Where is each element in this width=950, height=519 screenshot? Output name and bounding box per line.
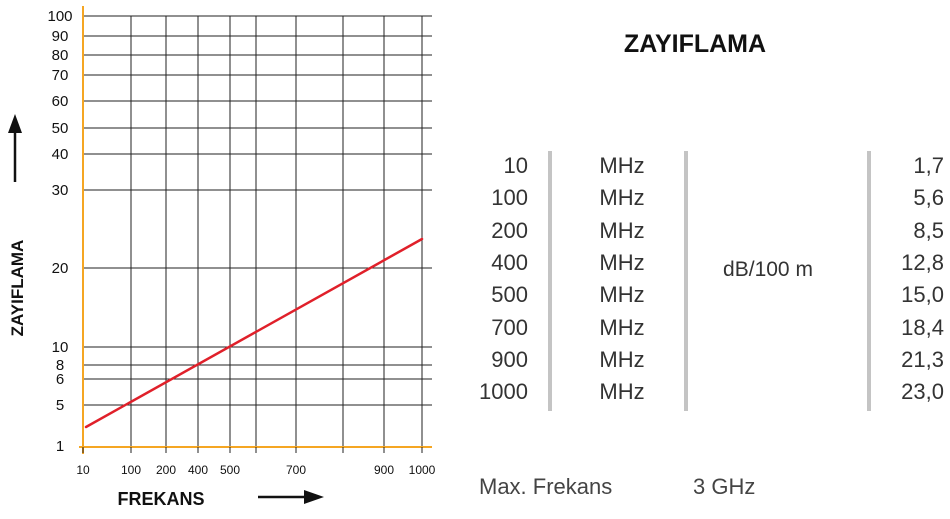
- table-cell-att: 15,0: [901, 282, 944, 308]
- x-tick-label: 10: [76, 463, 90, 477]
- table-cell-unit: MHz: [599, 379, 645, 405]
- max-frequency-value: 3 GHz: [693, 474, 756, 499]
- x-tick-label: 200: [156, 463, 176, 477]
- table-cell-att: 1,7: [913, 153, 944, 178]
- table-cell-freq: 1000: [479, 379, 528, 405]
- x-tick-label: 500: [220, 463, 240, 477]
- chart-grid: [83, 15, 432, 446]
- max-frequency-label: Max. Frekans: [479, 474, 613, 499]
- table-cell-att: 21,3: [901, 346, 944, 372]
- table-cell-unit: MHz: [599, 249, 645, 275]
- y-axis-arrow-icon: [8, 114, 22, 182]
- y-tick-label: 60: [52, 93, 69, 110]
- table-cell-unit: MHz: [599, 282, 645, 308]
- chart-axes: [79, 6, 432, 454]
- table-divider-2: [684, 151, 688, 411]
- table-cell-unit: MHz: [599, 314, 645, 340]
- table-cell-freq: 700: [491, 314, 528, 340]
- table-cell-att: 18,4: [901, 314, 944, 340]
- x-tick-label: 900: [374, 463, 394, 477]
- table-title: ZAYIFLAMA: [623, 30, 767, 58]
- x-tick-label: 1000: [409, 463, 436, 477]
- y-tick-label: 10: [52, 339, 69, 356]
- table-cell-freq: 400: [491, 249, 528, 275]
- y-tick-label: 1: [56, 438, 64, 455]
- x-tick-labels: 10 100 200 400 500 700 900 1000: [76, 463, 435, 477]
- table-cell-freq: 200: [491, 217, 528, 243]
- attenuation-unit: dB/100 m: [723, 258, 813, 281]
- y-tick-label: 20: [52, 260, 69, 277]
- x-tick-label: 100: [121, 463, 141, 477]
- table-cell-att: 8,5: [913, 217, 944, 243]
- x-tick-label: 700: [286, 463, 306, 477]
- table-divider-1: [548, 151, 552, 411]
- y-tick-label: 6: [56, 371, 64, 388]
- y-tick-label: 5: [56, 397, 64, 414]
- y-tick-label: 100: [47, 8, 72, 25]
- table-cell-att: 23,0: [901, 379, 944, 405]
- x-tick-label: 400: [188, 463, 208, 477]
- y-tick-label: 30: [52, 182, 69, 199]
- y-tick-label: 40: [52, 146, 69, 163]
- table-cell-freq: 100: [491, 185, 528, 211]
- table-cell-unit: MHz: [599, 153, 645, 178]
- table-cell-att: 5,6: [913, 185, 944, 211]
- table-cell-freq: 500: [491, 282, 528, 308]
- x-axis-label: FREKANS: [117, 489, 204, 509]
- attenuation-line: [84, 237, 424, 429]
- table-cell-unit: MHz: [599, 185, 645, 211]
- table-cell-att: 12,8: [901, 249, 944, 275]
- y-axis-label: ZAYIFLAMA: [8, 240, 27, 337]
- table-cell-freq: 900: [491, 346, 528, 372]
- table-divider-3: [867, 151, 871, 411]
- chart-series: [84, 237, 424, 429]
- table-cell-unit: MHz: [599, 346, 645, 372]
- x-axis-arrow-icon: [258, 490, 324, 504]
- table-cell-freq: 10: [503, 153, 528, 178]
- y-tick-label: 90: [52, 28, 69, 45]
- y-tick-label: 50: [52, 120, 69, 137]
- y-tick-label: 70: [52, 67, 69, 84]
- y-tick-label: 80: [52, 47, 69, 64]
- table-cell-unit: MHz: [599, 217, 645, 243]
- y-tick-label: 8: [56, 357, 64, 374]
